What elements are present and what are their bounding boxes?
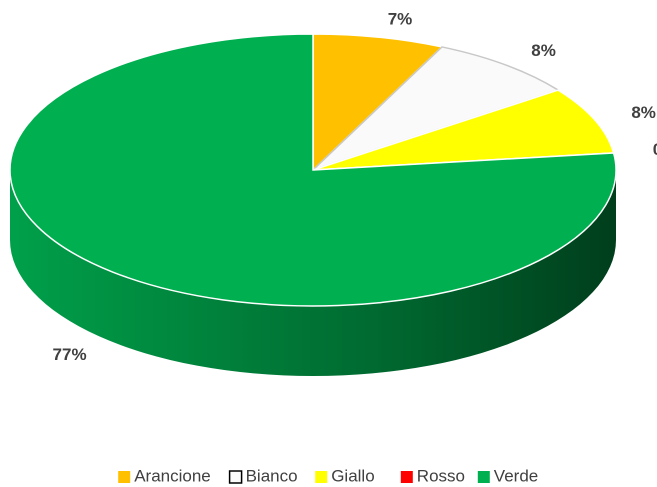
slice xyxy=(312,89,615,171)
legend-label: Rosso xyxy=(417,466,465,485)
legend-label: Arancione xyxy=(134,466,211,485)
legend-label: Giallo xyxy=(331,466,374,485)
legend-swatch xyxy=(228,470,243,484)
data-label: 7% xyxy=(388,10,413,29)
slice xyxy=(312,33,444,172)
data-label: 8% xyxy=(531,41,556,60)
slice xyxy=(312,46,560,171)
data-label: 77% xyxy=(53,345,87,364)
legend-swatch xyxy=(477,471,490,483)
slice-side xyxy=(10,170,616,376)
data-label: 8% xyxy=(631,103,656,122)
legend-swatch xyxy=(315,471,328,483)
data-label: 0% xyxy=(653,140,657,159)
legend-swatch xyxy=(400,471,413,483)
legend-label: Verde xyxy=(494,466,538,485)
slice xyxy=(9,33,617,307)
legend-swatch xyxy=(118,471,131,483)
legend-label: Bianco xyxy=(246,466,298,485)
